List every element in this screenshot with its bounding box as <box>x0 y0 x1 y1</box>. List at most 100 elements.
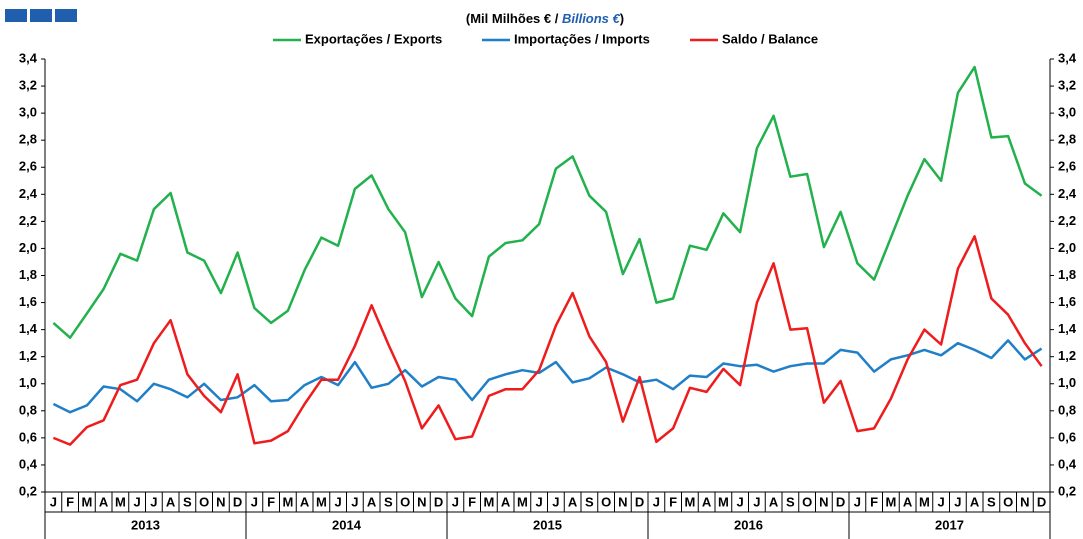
x-tick-label: D <box>434 494 443 509</box>
series-line <box>52 65 1043 339</box>
x-tick-label: F <box>66 494 74 509</box>
y2-tick-label: 0,4 <box>1058 456 1077 471</box>
x-tick-label: N <box>819 494 828 509</box>
x-tick-label: O <box>601 494 611 509</box>
x-tick-label: N <box>417 494 426 509</box>
year-label: 2015 <box>533 517 562 532</box>
x-tick-label: J <box>452 494 459 509</box>
x-tick-label: J <box>50 494 57 509</box>
x-tick-label: M <box>316 494 327 509</box>
y2-tick-label: 1,4 <box>1058 321 1077 336</box>
x-tick-label: J <box>351 494 358 509</box>
x-tick-label: J <box>150 494 157 509</box>
x-tick-label: A <box>769 494 779 509</box>
x-tick-label: A <box>970 494 980 509</box>
x-tick-label: M <box>919 494 930 509</box>
y2-tick-label: 0,2 <box>1058 483 1076 498</box>
y-tick-label: 2,2 <box>19 213 37 228</box>
y-tick-label: 1,2 <box>19 348 37 363</box>
y-tick-label: 3,2 <box>19 78 37 93</box>
x-tick-label: D <box>233 494 242 509</box>
x-tick-label: N <box>1020 494 1029 509</box>
x-tick-label: J <box>753 494 760 509</box>
x-tick-label: S <box>786 494 795 509</box>
y-tick-label: 2,0 <box>19 240 37 255</box>
x-tick-label: O <box>400 494 410 509</box>
logo-square <box>55 9 77 22</box>
year-label: 2013 <box>131 517 160 532</box>
x-tick-label: S <box>987 494 996 509</box>
x-tick-label: M <box>115 494 126 509</box>
y2-tick-label: 1,6 <box>1058 294 1076 309</box>
x-tick-label: D <box>635 494 644 509</box>
year-label: 2017 <box>935 517 964 532</box>
subtitle-en: Billions € <box>562 11 621 26</box>
x-tick-label: A <box>702 494 712 509</box>
x-tick-label: O <box>802 494 812 509</box>
x-tick-label: J <box>552 494 559 509</box>
y2-tick-label: 1,2 <box>1058 348 1076 363</box>
x-tick-label: A <box>501 494 511 509</box>
x-tick-label: M <box>282 494 293 509</box>
x-tick-label: N <box>618 494 627 509</box>
legend-label: Saldo / Balance <box>722 31 818 46</box>
logo-square <box>30 9 52 22</box>
x-tick-label: A <box>99 494 109 509</box>
y-tick-label: 0,8 <box>19 402 37 417</box>
y-tick-label: 1,0 <box>19 375 37 390</box>
series-line <box>52 235 1043 446</box>
x-tick-label: F <box>468 494 476 509</box>
y2-tick-label: 0,8 <box>1058 402 1076 417</box>
y-tick-label: 2,4 <box>19 186 38 201</box>
x-tick-label: A <box>568 494 578 509</box>
y2-tick-label: 2,6 <box>1058 159 1076 174</box>
year-label: 2014 <box>332 517 362 532</box>
subtitle-pt: (Mil Milhões € / <box>466 11 562 26</box>
x-tick-label: J <box>536 494 543 509</box>
y-tick-label: 0,6 <box>19 429 37 444</box>
y2-tick-label: 2,0 <box>1058 240 1076 255</box>
y-tick-label: 0,2 <box>19 483 37 498</box>
y2-tick-label: 3,0 <box>1058 105 1076 120</box>
x-tick-label: A <box>166 494 176 509</box>
legend-label: Exportações / Exports <box>305 31 442 46</box>
x-tick-label: A <box>367 494 377 509</box>
series-line <box>52 339 1043 414</box>
y2-tick-label: 1,0 <box>1058 375 1076 390</box>
x-tick-label: D <box>1037 494 1046 509</box>
x-tick-label: O <box>199 494 209 509</box>
x-tick-label: M <box>718 494 729 509</box>
x-tick-label: M <box>885 494 896 509</box>
x-tick-label: J <box>938 494 945 509</box>
y-tick-label: 2,8 <box>19 132 37 147</box>
x-tick-label: D <box>836 494 845 509</box>
y-tick-label: 1,6 <box>19 294 37 309</box>
y2-tick-label: 3,2 <box>1058 78 1076 93</box>
x-tick-label: A <box>903 494 913 509</box>
y-tick-label: 1,8 <box>19 267 37 282</box>
x-tick-label: M <box>517 494 528 509</box>
x-tick-label: M <box>684 494 695 509</box>
y-tick-label: 1,4 <box>19 321 38 336</box>
subtitle-close: ) <box>620 11 624 26</box>
y2-tick-label: 1,8 <box>1058 267 1076 282</box>
x-tick-label: O <box>1003 494 1013 509</box>
x-tick-label: M <box>483 494 494 509</box>
y-tick-label: 3,0 <box>19 105 37 120</box>
x-tick-label: J <box>737 494 744 509</box>
y2-tick-label: 3,4 <box>1058 50 1077 65</box>
y-tick-label: 3,4 <box>19 50 38 65</box>
x-tick-label: J <box>854 494 861 509</box>
x-tick-label: J <box>653 494 660 509</box>
x-tick-label: J <box>335 494 342 509</box>
x-tick-label: S <box>384 494 393 509</box>
x-tick-label: S <box>183 494 192 509</box>
x-tick-label: S <box>585 494 594 509</box>
year-label: 2016 <box>734 517 763 532</box>
x-tick-label: F <box>669 494 677 509</box>
y2-tick-label: 2,8 <box>1058 132 1076 147</box>
x-tick-label: M <box>81 494 92 509</box>
y-tick-label: 2,6 <box>19 159 37 174</box>
x-tick-label: J <box>954 494 961 509</box>
